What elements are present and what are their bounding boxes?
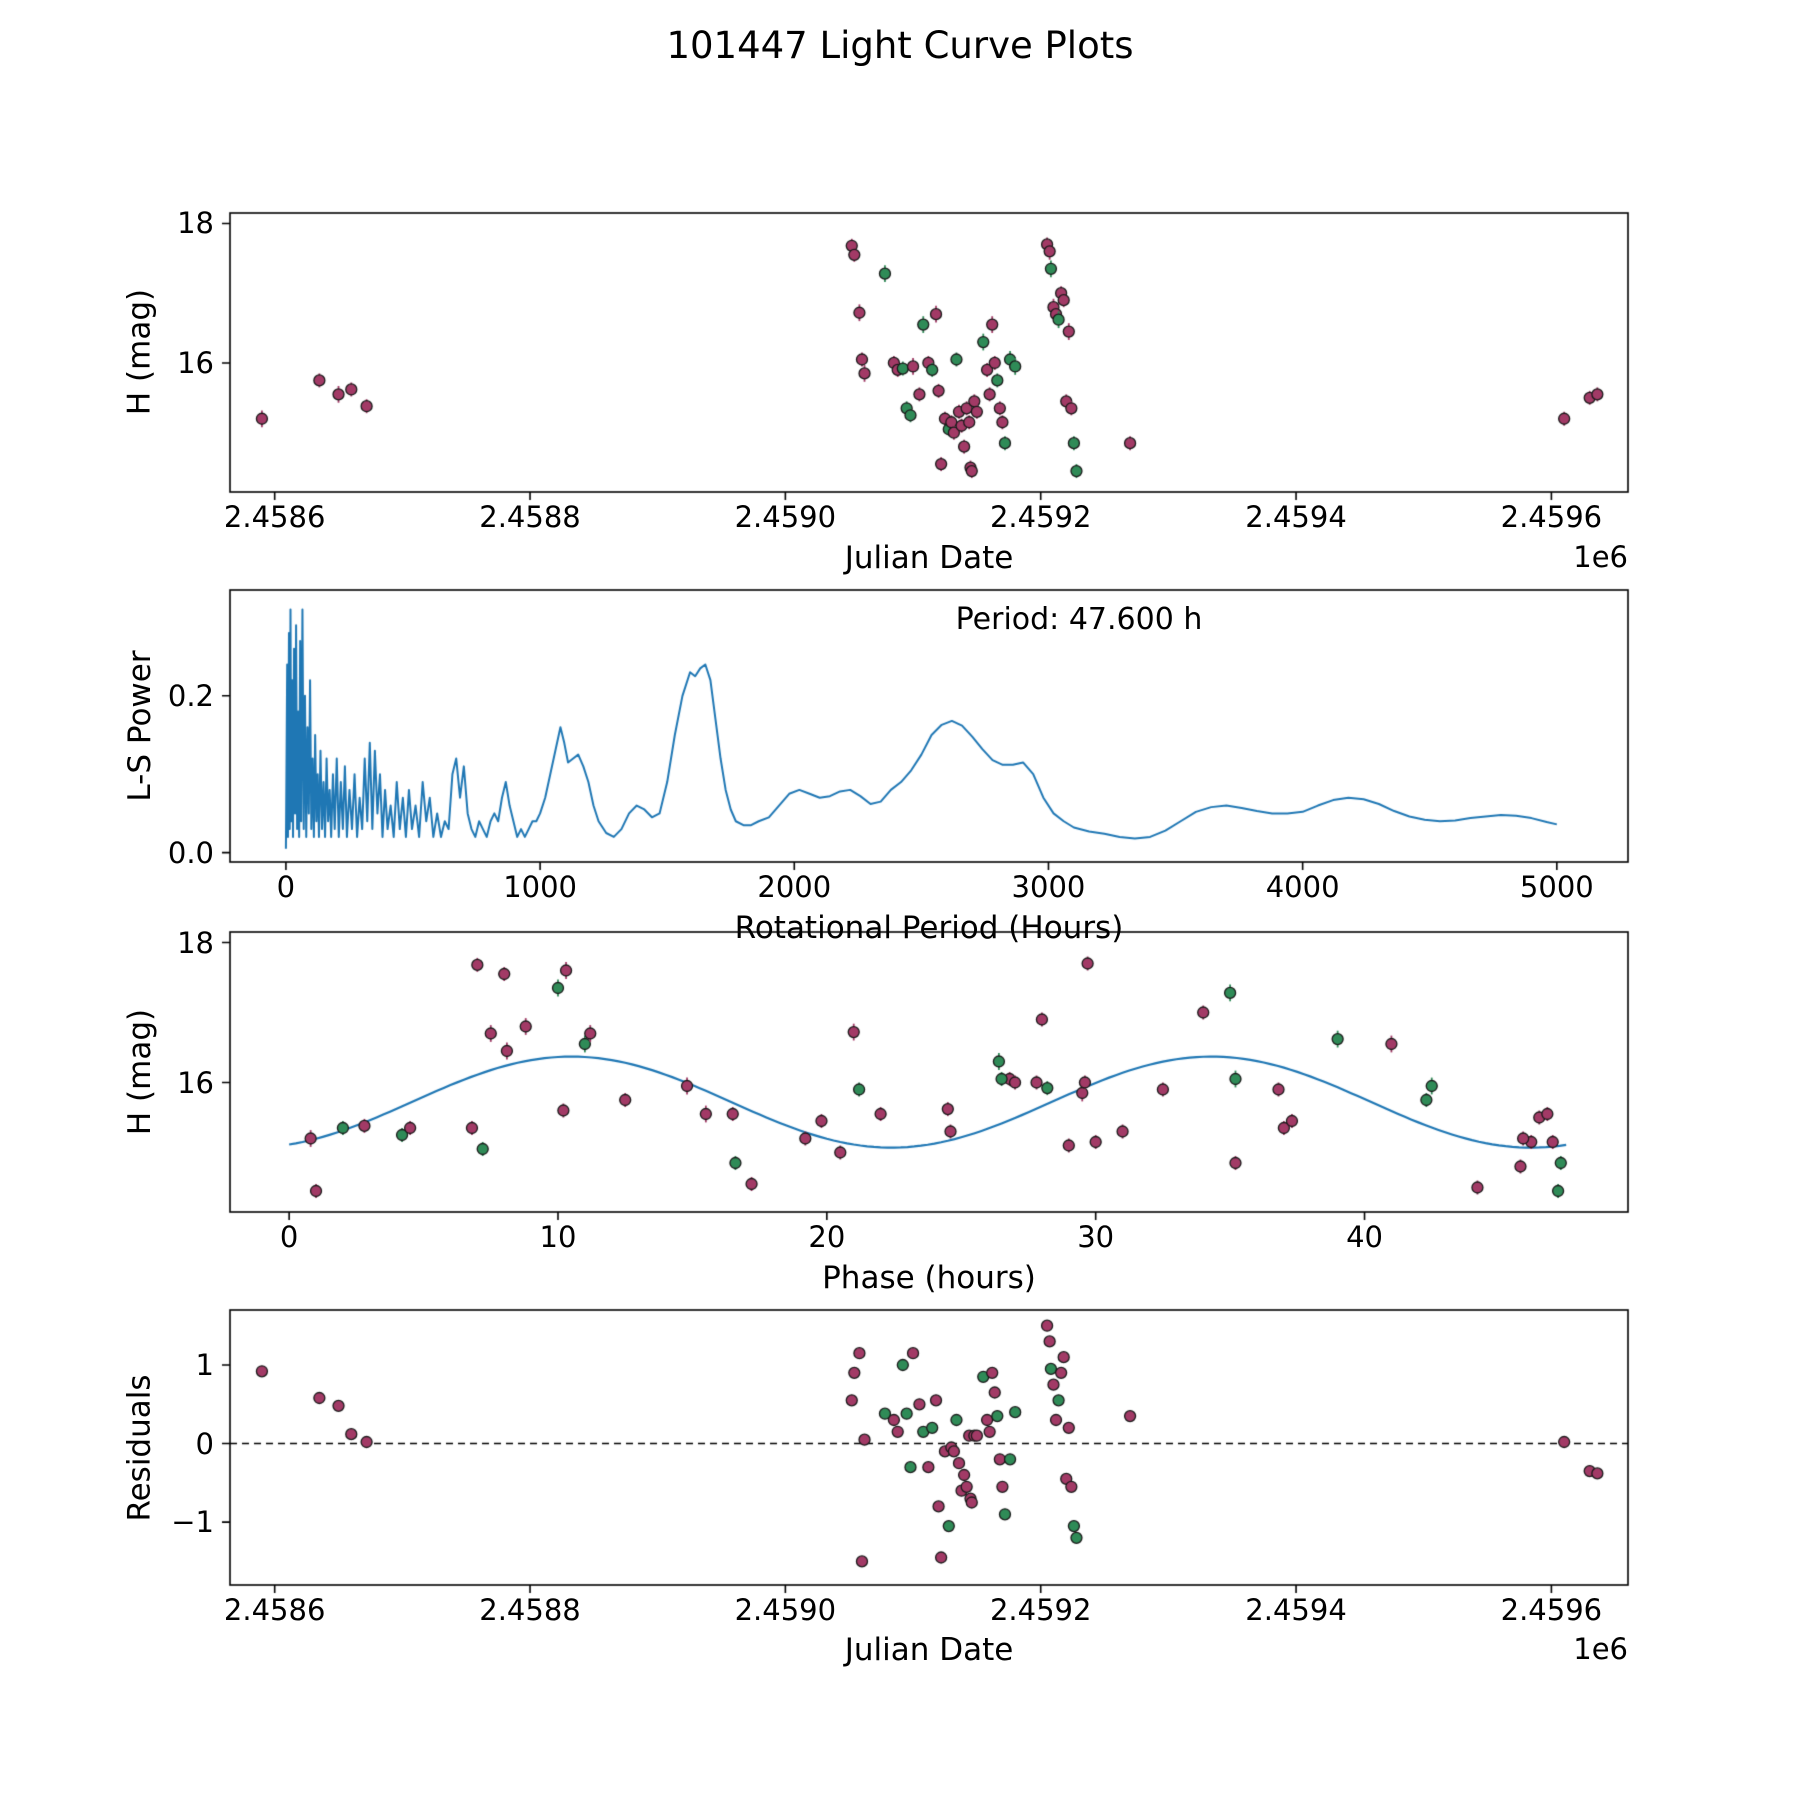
period-annotation: Period: 47.600 h	[955, 602, 1203, 637]
periodogram-y-tick-label: 0.2	[167, 678, 214, 713]
phase-x-tick-label: 30	[1077, 1220, 1115, 1254]
phase-x-tick-label: 10	[539, 1220, 577, 1254]
residuals-y-tick-label: −1	[171, 1505, 214, 1540]
residuals-x-tick-label: 2.4594	[1245, 1593, 1347, 1627]
phase-x-axis-label: Phase (hours)	[822, 1260, 1036, 1296]
lightcurve-x-axis-label: Julian Date	[844, 540, 1014, 576]
lightcurve-x-tick-label: 2.4594	[1245, 500, 1347, 534]
residuals-x-tick-label: 2.4596	[1500, 1593, 1603, 1627]
phase-canvas	[214, 916, 1644, 1228]
periodogram-x-tick-label: 0	[276, 870, 296, 904]
periodogram-x-tick-label: 4000	[1265, 870, 1340, 904]
periodogram-y-axis-label: L-S Power	[122, 650, 158, 802]
periodogram-x-axis-label: Rotational Period (Hours)	[734, 910, 1124, 946]
lightcurve-x-tick-label: 2.4588	[479, 500, 581, 534]
residuals-x-tick-label: 2.4588	[479, 1593, 581, 1627]
lightcurve-x-tick-label: 2.4586	[223, 500, 326, 534]
residuals-axis-offset-text: 1e6	[1573, 1632, 1628, 1666]
phase-x-tick-label: 20	[808, 1220, 846, 1254]
figure-title: 101447 Light Curve Plots	[666, 24, 1134, 67]
lightcurve-y-tick-label: 18	[177, 206, 214, 241]
periodogram-y-tick-label: 0.0	[167, 835, 214, 870]
residuals-y-tick-label: 1	[195, 1348, 214, 1382]
residuals-x-tick-label: 2.4590	[734, 1593, 837, 1627]
periodogram-x-tick-label: 2000	[757, 870, 832, 904]
lightcurve-x-tick-label: 2.4592	[989, 500, 1092, 534]
lightcurve-x-tick-label: 2.4596	[1500, 500, 1603, 534]
phase-y-tick-label: 16	[177, 1065, 214, 1100]
phase-x-tick-label: 0	[279, 1220, 299, 1254]
periodogram-x-tick-label: 3000	[1011, 870, 1086, 904]
residuals-x-axis-label: Julian Date	[844, 1632, 1014, 1668]
residuals-canvas	[214, 1294, 1644, 1601]
periodogram-x-tick-label: 1000	[503, 870, 577, 904]
phase-y-tick-label: 18	[177, 925, 214, 960]
lightcurve-canvas	[214, 197, 1644, 508]
residuals-x-tick-label: 2.4592	[989, 1593, 1092, 1627]
lightcurve-x-tick-label: 2.4590	[734, 500, 837, 534]
lightcurve-axis-offset-text: 1e6	[1573, 540, 1628, 574]
residuals-x-tick-label: 2.4586	[223, 1593, 326, 1627]
phase-x-tick-label: 40	[1346, 1220, 1383, 1254]
periodogram-x-tick-label: 5000	[1519, 870, 1594, 904]
periodogram-canvas	[214, 574, 1644, 878]
lightcurve-y-tick-label: 16	[177, 345, 214, 380]
residuals-y-tick-label: 0	[195, 1426, 214, 1461]
